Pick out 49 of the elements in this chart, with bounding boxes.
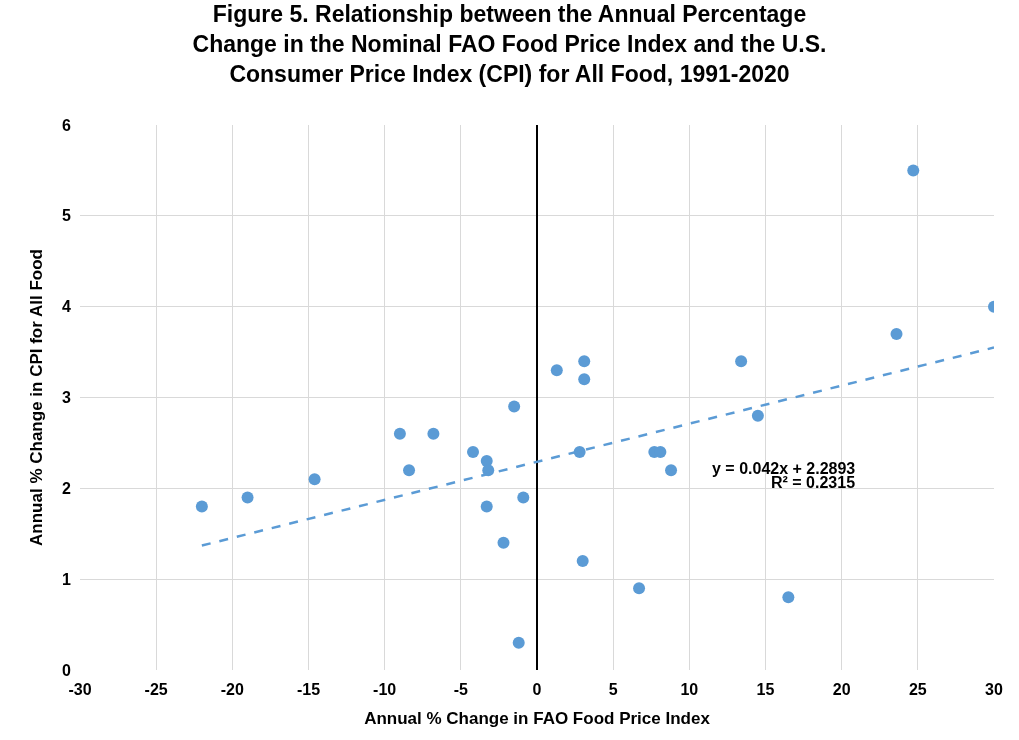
point (735, 355, 748, 368)
x-tick-label: 15 (756, 681, 775, 698)
x-axis-title: Annual % Change in FAO Food Price Index (364, 709, 711, 729)
annotation: y = 0.042x + 2.2893 (712, 460, 856, 477)
point (578, 373, 591, 386)
point (665, 464, 678, 477)
point (393, 427, 406, 440)
point (508, 400, 521, 413)
y-tick-label: 6 (62, 116, 72, 134)
y-tick-label: 3 (62, 389, 72, 407)
point (576, 555, 589, 567)
point (517, 491, 530, 504)
point (480, 500, 493, 513)
point (195, 500, 208, 513)
point (427, 427, 440, 440)
x-tick-label: -30 (68, 681, 92, 698)
point (633, 582, 646, 595)
x-tick-label: -10 (373, 681, 397, 698)
x-tick-label: -15 (296, 681, 321, 698)
point (890, 327, 903, 340)
y-tick-label: 1 (62, 570, 72, 588)
point (573, 446, 586, 458)
point (308, 473, 321, 486)
y-tick-label: 2 (62, 479, 72, 497)
point (467, 446, 480, 458)
x-tick-label: 25 (908, 681, 927, 698)
y-tick-label: 0 (62, 661, 72, 679)
x-tick-label: 5 (608, 681, 618, 698)
point (751, 409, 764, 422)
point (403, 464, 416, 477)
x-tick-label: -25 (144, 681, 168, 698)
chart-title: Figure 5. Relationship between the Annual Percentage Change in the Nominal FAO Food Price Index and the U.S. Consumer Price Index (CPI) for All Food, 1991-2020 (192, 1, 827, 87)
point (241, 491, 254, 504)
point (550, 364, 563, 377)
x-tick-label: 10 (680, 681, 699, 698)
annotation: R² = 0.2315 (771, 474, 856, 491)
x-tick-label: 0 (532, 681, 542, 698)
x-tick-label: -5 (453, 681, 469, 698)
point (578, 355, 591, 368)
y-tick-label: 5 (62, 207, 72, 225)
point (497, 536, 510, 549)
y-axis-title: Annual % Change in CPI for All Food (26, 249, 46, 546)
point (907, 164, 920, 177)
y-tick-label: 4 (62, 298, 72, 316)
x-tick-label: 20 (832, 681, 851, 698)
x-tick-label: -20 (220, 681, 244, 698)
point (512, 636, 525, 649)
x-tick-label: 30 (985, 681, 1003, 698)
point (782, 591, 795, 604)
